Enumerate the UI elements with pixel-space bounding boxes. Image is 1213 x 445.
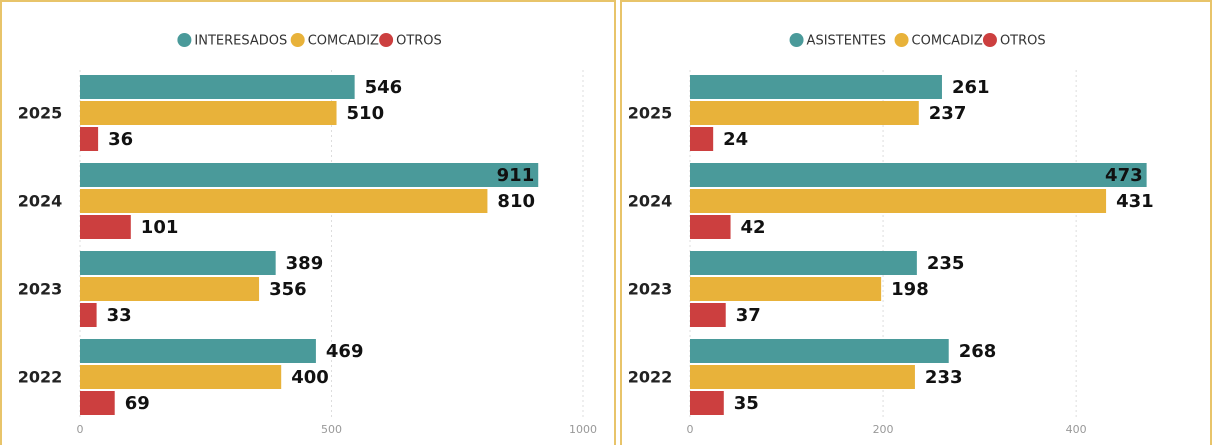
value-label: 235 bbox=[927, 253, 965, 274]
x-tick-label: 1000 bbox=[569, 423, 597, 436]
legend-label: COMCADIZ bbox=[308, 34, 379, 49]
value-label: 101 bbox=[141, 217, 179, 238]
value-label: 546 bbox=[365, 77, 403, 98]
value-label: 24 bbox=[723, 129, 748, 150]
bar bbox=[690, 189, 1107, 213]
value-label: 237 bbox=[929, 103, 967, 124]
legend-swatch bbox=[379, 33, 394, 47]
y-tick-label: 2024 bbox=[628, 192, 673, 211]
legend-label: OTROS bbox=[396, 34, 442, 49]
y-tick-label: 2025 bbox=[628, 104, 673, 123]
bar bbox=[80, 277, 260, 301]
value-label: 389 bbox=[286, 253, 324, 274]
value-label: 431 bbox=[1116, 191, 1154, 212]
bar bbox=[690, 163, 1147, 187]
value-label: 400 bbox=[291, 367, 329, 388]
legend-label: COMCADIZ bbox=[912, 34, 983, 49]
y-tick-label: 2023 bbox=[628, 280, 673, 299]
legend-swatch bbox=[894, 33, 909, 47]
value-label: 911 bbox=[497, 165, 535, 186]
value-label: 42 bbox=[741, 217, 766, 238]
bar bbox=[690, 101, 919, 125]
x-tick-label: 200 bbox=[873, 423, 894, 436]
value-label: 33 bbox=[107, 305, 132, 326]
bar bbox=[690, 127, 714, 151]
value-label: 36 bbox=[108, 129, 133, 150]
x-tick-label: 0 bbox=[687, 423, 694, 436]
y-tick-label: 2023 bbox=[18, 280, 63, 299]
bar bbox=[80, 215, 131, 239]
legend-swatch bbox=[177, 33, 192, 47]
y-tick-label: 2025 bbox=[18, 104, 63, 123]
x-tick-label: 500 bbox=[321, 423, 342, 436]
bar bbox=[80, 127, 99, 151]
value-label: 35 bbox=[734, 393, 759, 414]
x-tick-label: 0 bbox=[77, 423, 84, 436]
bar bbox=[80, 101, 337, 125]
value-label: 473 bbox=[1105, 165, 1143, 186]
legend-label: INTERESADOS bbox=[194, 34, 287, 49]
bar bbox=[690, 75, 942, 99]
value-label: 469 bbox=[326, 341, 364, 362]
y-tick-label: 2022 bbox=[18, 368, 63, 387]
bar bbox=[690, 303, 726, 327]
value-label: 356 bbox=[269, 279, 307, 300]
bar bbox=[690, 365, 915, 389]
bar bbox=[690, 277, 882, 301]
bar bbox=[80, 303, 97, 327]
bar bbox=[80, 339, 316, 363]
value-label: 198 bbox=[891, 279, 929, 300]
value-label: 268 bbox=[959, 341, 997, 362]
y-tick-label: 2024 bbox=[18, 192, 63, 211]
bar bbox=[690, 339, 949, 363]
bar bbox=[690, 251, 917, 275]
y-tick-label: 2022 bbox=[628, 368, 673, 387]
bar bbox=[690, 215, 731, 239]
bar bbox=[690, 391, 724, 415]
bar bbox=[80, 251, 276, 275]
legend-swatch bbox=[982, 33, 997, 47]
legend-label: ASISTENTES bbox=[807, 34, 887, 49]
value-label: 37 bbox=[736, 305, 761, 326]
panel-frame bbox=[620, 0, 1212, 445]
value-label: 261 bbox=[952, 77, 990, 98]
bar bbox=[80, 75, 355, 99]
legend-label: OTROS bbox=[1000, 34, 1046, 49]
bar bbox=[80, 391, 115, 415]
legend-swatch bbox=[290, 33, 305, 47]
bar bbox=[80, 365, 282, 389]
x-tick-label: 400 bbox=[1066, 423, 1087, 436]
value-label: 233 bbox=[925, 367, 963, 388]
bar bbox=[80, 163, 539, 187]
value-label: 69 bbox=[125, 393, 150, 414]
value-label: 510 bbox=[347, 103, 385, 124]
value-label: 810 bbox=[497, 191, 535, 212]
bar bbox=[80, 189, 488, 213]
panel-frame bbox=[0, 0, 616, 445]
legend-swatch bbox=[789, 33, 804, 47]
